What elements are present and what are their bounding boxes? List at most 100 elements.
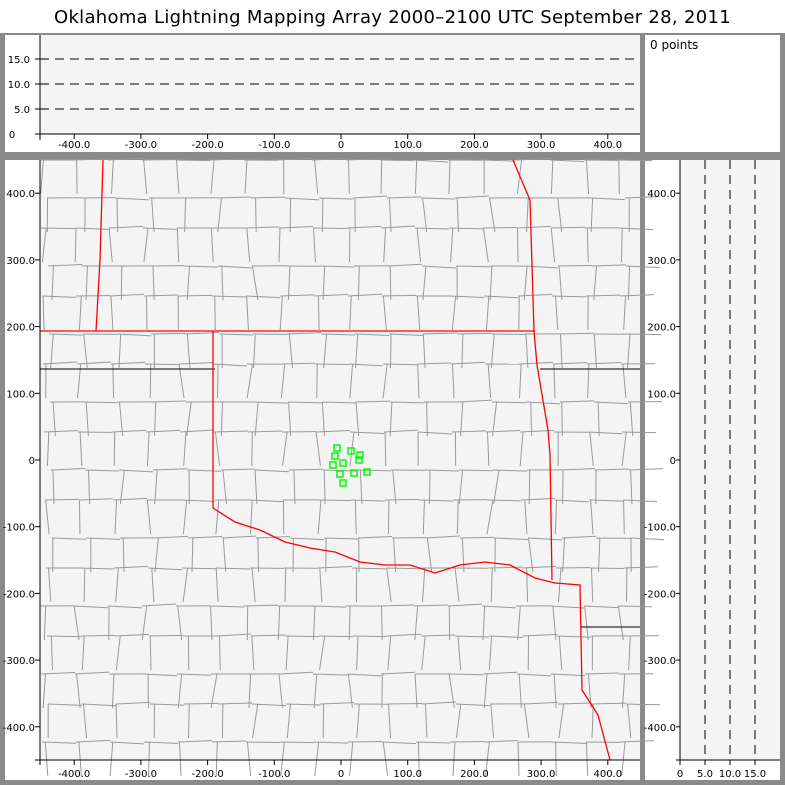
county-boundary bbox=[178, 362, 214, 365]
county-boundary bbox=[597, 401, 600, 437]
county-boundary bbox=[520, 497, 556, 501]
county-boundary bbox=[288, 468, 324, 471]
county-boundary bbox=[215, 741, 218, 777]
county-boundary bbox=[516, 159, 523, 195]
county-boundary bbox=[42, 295, 45, 331]
county-boundary bbox=[414, 673, 418, 709]
county-boundary bbox=[288, 333, 294, 369]
county-boundary bbox=[525, 333, 529, 369]
county-boundary bbox=[590, 197, 626, 201]
y-tick-label: 100.0 bbox=[647, 389, 676, 400]
x-tick-label: -200.0 bbox=[191, 769, 223, 780]
county-boundary bbox=[148, 741, 150, 777]
county-boundary bbox=[314, 741, 320, 777]
county-boundary bbox=[591, 567, 594, 603]
county-boundary bbox=[421, 701, 457, 705]
county-boundary bbox=[314, 363, 350, 366]
county-boundary bbox=[484, 741, 490, 777]
y-tick-label: -200.0 bbox=[644, 589, 676, 600]
county-boundary bbox=[289, 537, 325, 541]
county-boundary bbox=[187, 536, 223, 539]
county-boundary bbox=[182, 567, 189, 603]
x-tick-label: 100.0 bbox=[393, 140, 422, 151]
county-boundary bbox=[43, 430, 79, 433]
county-boundary bbox=[386, 633, 422, 637]
county-boundary bbox=[287, 401, 323, 404]
county-boundary bbox=[323, 333, 328, 369]
county-boundary bbox=[317, 295, 320, 331]
county-boundary bbox=[50, 468, 86, 471]
county-boundary bbox=[313, 227, 316, 263]
county-boundary bbox=[278, 227, 281, 263]
county-boundary bbox=[114, 633, 150, 637]
county-boundary bbox=[585, 294, 621, 297]
county-boundary bbox=[585, 741, 589, 777]
county-boundary bbox=[598, 537, 601, 573]
county-boundary bbox=[323, 537, 359, 540]
county-boundary bbox=[210, 673, 218, 709]
county-boundary bbox=[151, 567, 155, 603]
county-boundary bbox=[109, 293, 145, 297]
county-boundary bbox=[454, 567, 460, 603]
county-boundary bbox=[586, 227, 589, 263]
county-boundary bbox=[386, 196, 422, 199]
county-boundary bbox=[389, 401, 393, 437]
lightning-source-point bbox=[339, 479, 347, 487]
county-boundary bbox=[626, 333, 662, 336]
county-boundary bbox=[110, 295, 114, 331]
county-boundary bbox=[221, 265, 224, 301]
county-boundary bbox=[149, 635, 152, 671]
lightning-source-point bbox=[339, 459, 347, 467]
county-boundary bbox=[217, 265, 253, 269]
county-boundary bbox=[107, 157, 143, 161]
county-boundary bbox=[523, 701, 559, 705]
county-boundary bbox=[625, 703, 661, 706]
county-boundary bbox=[460, 401, 464, 437]
county-boundary bbox=[417, 741, 420, 777]
county-boundary bbox=[458, 469, 494, 472]
county-boundary bbox=[221, 535, 257, 539]
county-boundary bbox=[593, 333, 598, 369]
county-boundary bbox=[183, 431, 187, 467]
county-boundary bbox=[151, 400, 187, 403]
county-boundary bbox=[77, 363, 82, 399]
county-boundary bbox=[629, 537, 665, 541]
county-boundary bbox=[487, 566, 523, 569]
county-boundary bbox=[482, 671, 518, 675]
county-boundary bbox=[554, 499, 590, 503]
county-boundary bbox=[630, 469, 633, 505]
county-boundary bbox=[621, 741, 626, 777]
county-boundary bbox=[550, 226, 586, 229]
county-boundary bbox=[115, 703, 118, 739]
county-boundary bbox=[359, 469, 363, 505]
county-boundary bbox=[558, 567, 562, 603]
county-boundary bbox=[383, 429, 419, 433]
county-boundary bbox=[313, 741, 349, 744]
x-tick-label: -300.0 bbox=[125, 769, 157, 780]
county-boundary bbox=[40, 672, 76, 675]
county-boundary bbox=[349, 741, 354, 777]
county-boundary bbox=[629, 401, 634, 437]
county-boundary bbox=[216, 196, 252, 199]
county-boundary bbox=[481, 159, 517, 162]
county-boundary bbox=[246, 227, 251, 263]
county-boundary bbox=[83, 401, 119, 404]
county-boundary bbox=[248, 673, 252, 709]
county-boundary bbox=[348, 363, 384, 367]
county-boundary bbox=[143, 227, 149, 263]
county-boundary bbox=[116, 197, 119, 233]
county-boundary bbox=[150, 332, 186, 335]
county-boundary bbox=[44, 498, 80, 501]
county-boundary bbox=[319, 265, 355, 268]
county-boundary bbox=[388, 333, 424, 337]
county-boundary bbox=[285, 635, 289, 671]
county-boundary bbox=[152, 265, 155, 301]
county-boundary bbox=[112, 363, 115, 399]
county-boundary bbox=[552, 362, 588, 365]
county-boundary bbox=[389, 333, 392, 369]
county-boundary bbox=[387, 635, 392, 671]
county-boundary bbox=[319, 567, 323, 603]
county-boundary bbox=[247, 430, 283, 433]
x-tick-label: 400.0 bbox=[593, 769, 622, 780]
